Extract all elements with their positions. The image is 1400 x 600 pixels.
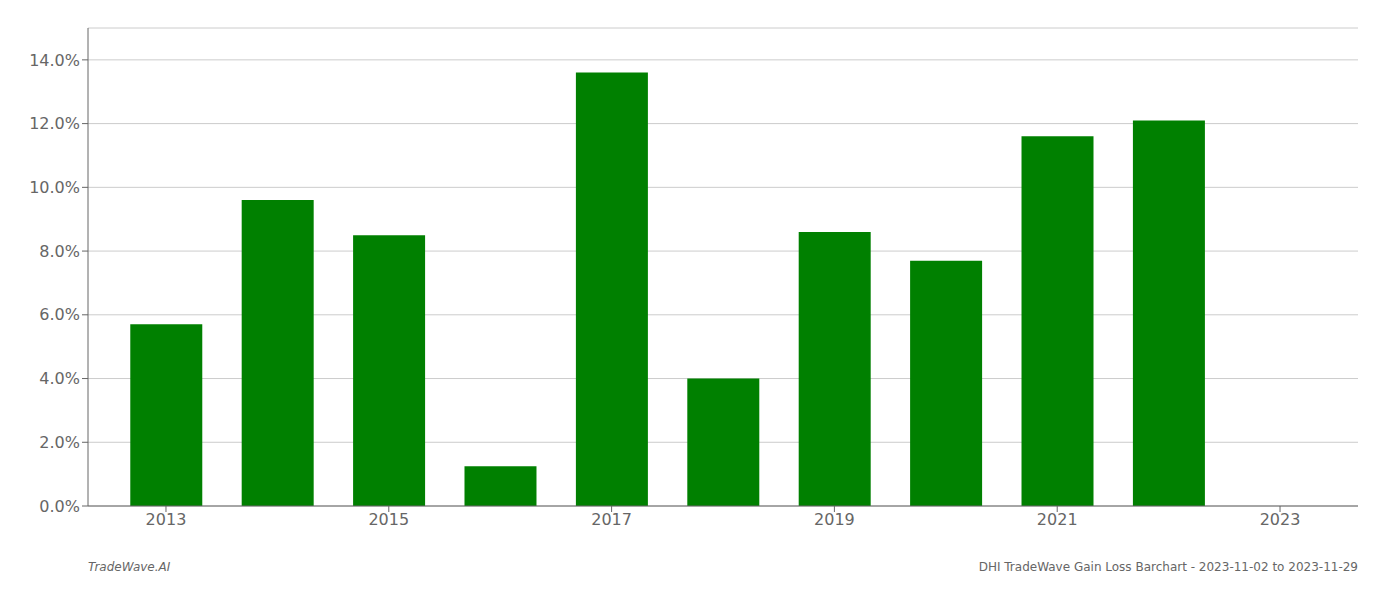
svg-text:2021: 2021 — [1037, 510, 1078, 529]
svg-text:2.0%: 2.0% — [39, 433, 80, 452]
html-text:TradeWave.AI: TradeWave.AI — [88, 560, 171, 574]
svg-text:2017: 2017 — [591, 510, 632, 529]
svg-text:2015: 2015 — [368, 510, 409, 529]
html-text:DHI TradeWave Gain Loss Barcha: DHI TradeWave Gain Loss Barchart - 2023-… — [978, 560, 1358, 574]
svg-text:2013: 2013 — [146, 510, 187, 529]
svg-text:4.0%: 4.0% — [39, 369, 80, 388]
svg-text:6.0%: 6.0% — [39, 305, 80, 324]
svg-text:12.0%: 12.0% — [29, 114, 80, 133]
svg-text:0.0%: 0.0% — [39, 497, 80, 516]
svg-text:8.0%: 8.0% — [39, 242, 80, 261]
svg-text:10.0%: 10.0% — [29, 178, 80, 197]
svg-text:14.0%: 14.0% — [29, 51, 80, 70]
svg-text:2023: 2023 — [1260, 510, 1301, 529]
svg-text:2019: 2019 — [814, 510, 855, 529]
